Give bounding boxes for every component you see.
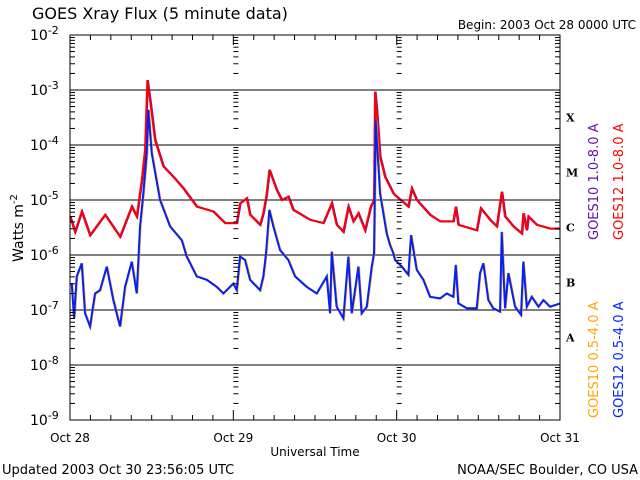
x-axis-title: Universal Time <box>270 445 359 459</box>
begin-label: Begin: 2003 Oct 28 0000 UTC <box>458 18 636 32</box>
x-tick-label: Oct 29 <box>213 431 253 445</box>
legend: GOES10 1.0-8.0 A GOES12 1.0-8.0 A GOES10 0… <box>587 123 627 418</box>
y-tick-base: 10 <box>30 83 48 99</box>
y-tick-base: 10 <box>30 138 48 154</box>
y-tick-label: 10-5 <box>30 189 59 209</box>
chart-title: GOES Xray Flux (5 minute data) <box>32 4 288 23</box>
y-tick-base: 10 <box>30 303 48 319</box>
x-tick-label: Oct 28 <box>50 431 90 445</box>
svg-text:Watts m-2: Watts m-2 <box>9 194 27 262</box>
series-goes12-1-0-8-0-a <box>69 79 560 239</box>
x-tick-label: Oct 30 <box>377 431 417 445</box>
y-tick-label: 10-2 <box>30 24 59 44</box>
y-tick-label: 10-8 <box>30 354 59 374</box>
axes: Oct 28 Oct 29 Oct 30 Oct 3110-210-310-410-5… <box>30 24 580 445</box>
flare-class-label: X <box>566 112 575 125</box>
updated-timestamp: Updated 2003 Oct 30 23:56:05 UTC <box>2 463 234 478</box>
flare-class-label: C <box>566 222 575 235</box>
legend-entry: GOES12 1.0-8.0 A <box>612 123 627 240</box>
y-axis-title: Watts m-2 <box>9 194 27 262</box>
y-tick-label: 10-7 <box>30 299 59 319</box>
x-tick-label: Oct 31 <box>540 431 580 445</box>
flare-class-label: A <box>565 332 575 345</box>
flare-class-label: B <box>566 277 575 290</box>
y-tick-exponent: -3 <box>48 79 59 92</box>
series-group <box>69 79 561 331</box>
series-goes12-0-5-4-0-a <box>70 109 561 331</box>
y-axis-title-text: Watts m <box>11 204 27 262</box>
y-tick-base: 10 <box>30 193 48 209</box>
y-tick-label: 10-4 <box>30 134 59 154</box>
legend-entry: GOES10 0.5-4.0 A <box>587 301 602 418</box>
y-tick-base: 10 <box>30 28 48 44</box>
y-tick-exponent: -9 <box>48 409 59 422</box>
legend-entry: GOES12 0.5-4.0 A <box>612 301 627 418</box>
plot-frame <box>69 34 561 421</box>
y-tick-exponent: -4 <box>48 134 59 147</box>
y-tick-base: 10 <box>30 248 48 264</box>
y-tick-exponent: -6 <box>48 244 59 257</box>
y-tick-base: 10 <box>30 413 48 429</box>
source-label: NOAA/SEC Boulder, CO USA <box>457 463 638 478</box>
y-tick-exponent: -8 <box>48 354 59 367</box>
y-tick-exponent: -2 <box>48 24 59 37</box>
y-tick-exponent: -7 <box>48 299 59 312</box>
y-tick-label: 10-3 <box>30 79 59 99</box>
y-tick-label: 10-9 <box>30 409 59 429</box>
y-tick-exponent: -5 <box>48 189 59 202</box>
y-tick-base: 10 <box>30 358 48 374</box>
legend-entry: GOES10 1.0-8.0 A <box>587 123 602 240</box>
y-axis-title-sup: -2 <box>9 194 20 204</box>
grid-lines <box>70 89 560 366</box>
flare-class-label: M <box>566 167 578 180</box>
y-tick-label: 10-6 <box>30 244 59 264</box>
